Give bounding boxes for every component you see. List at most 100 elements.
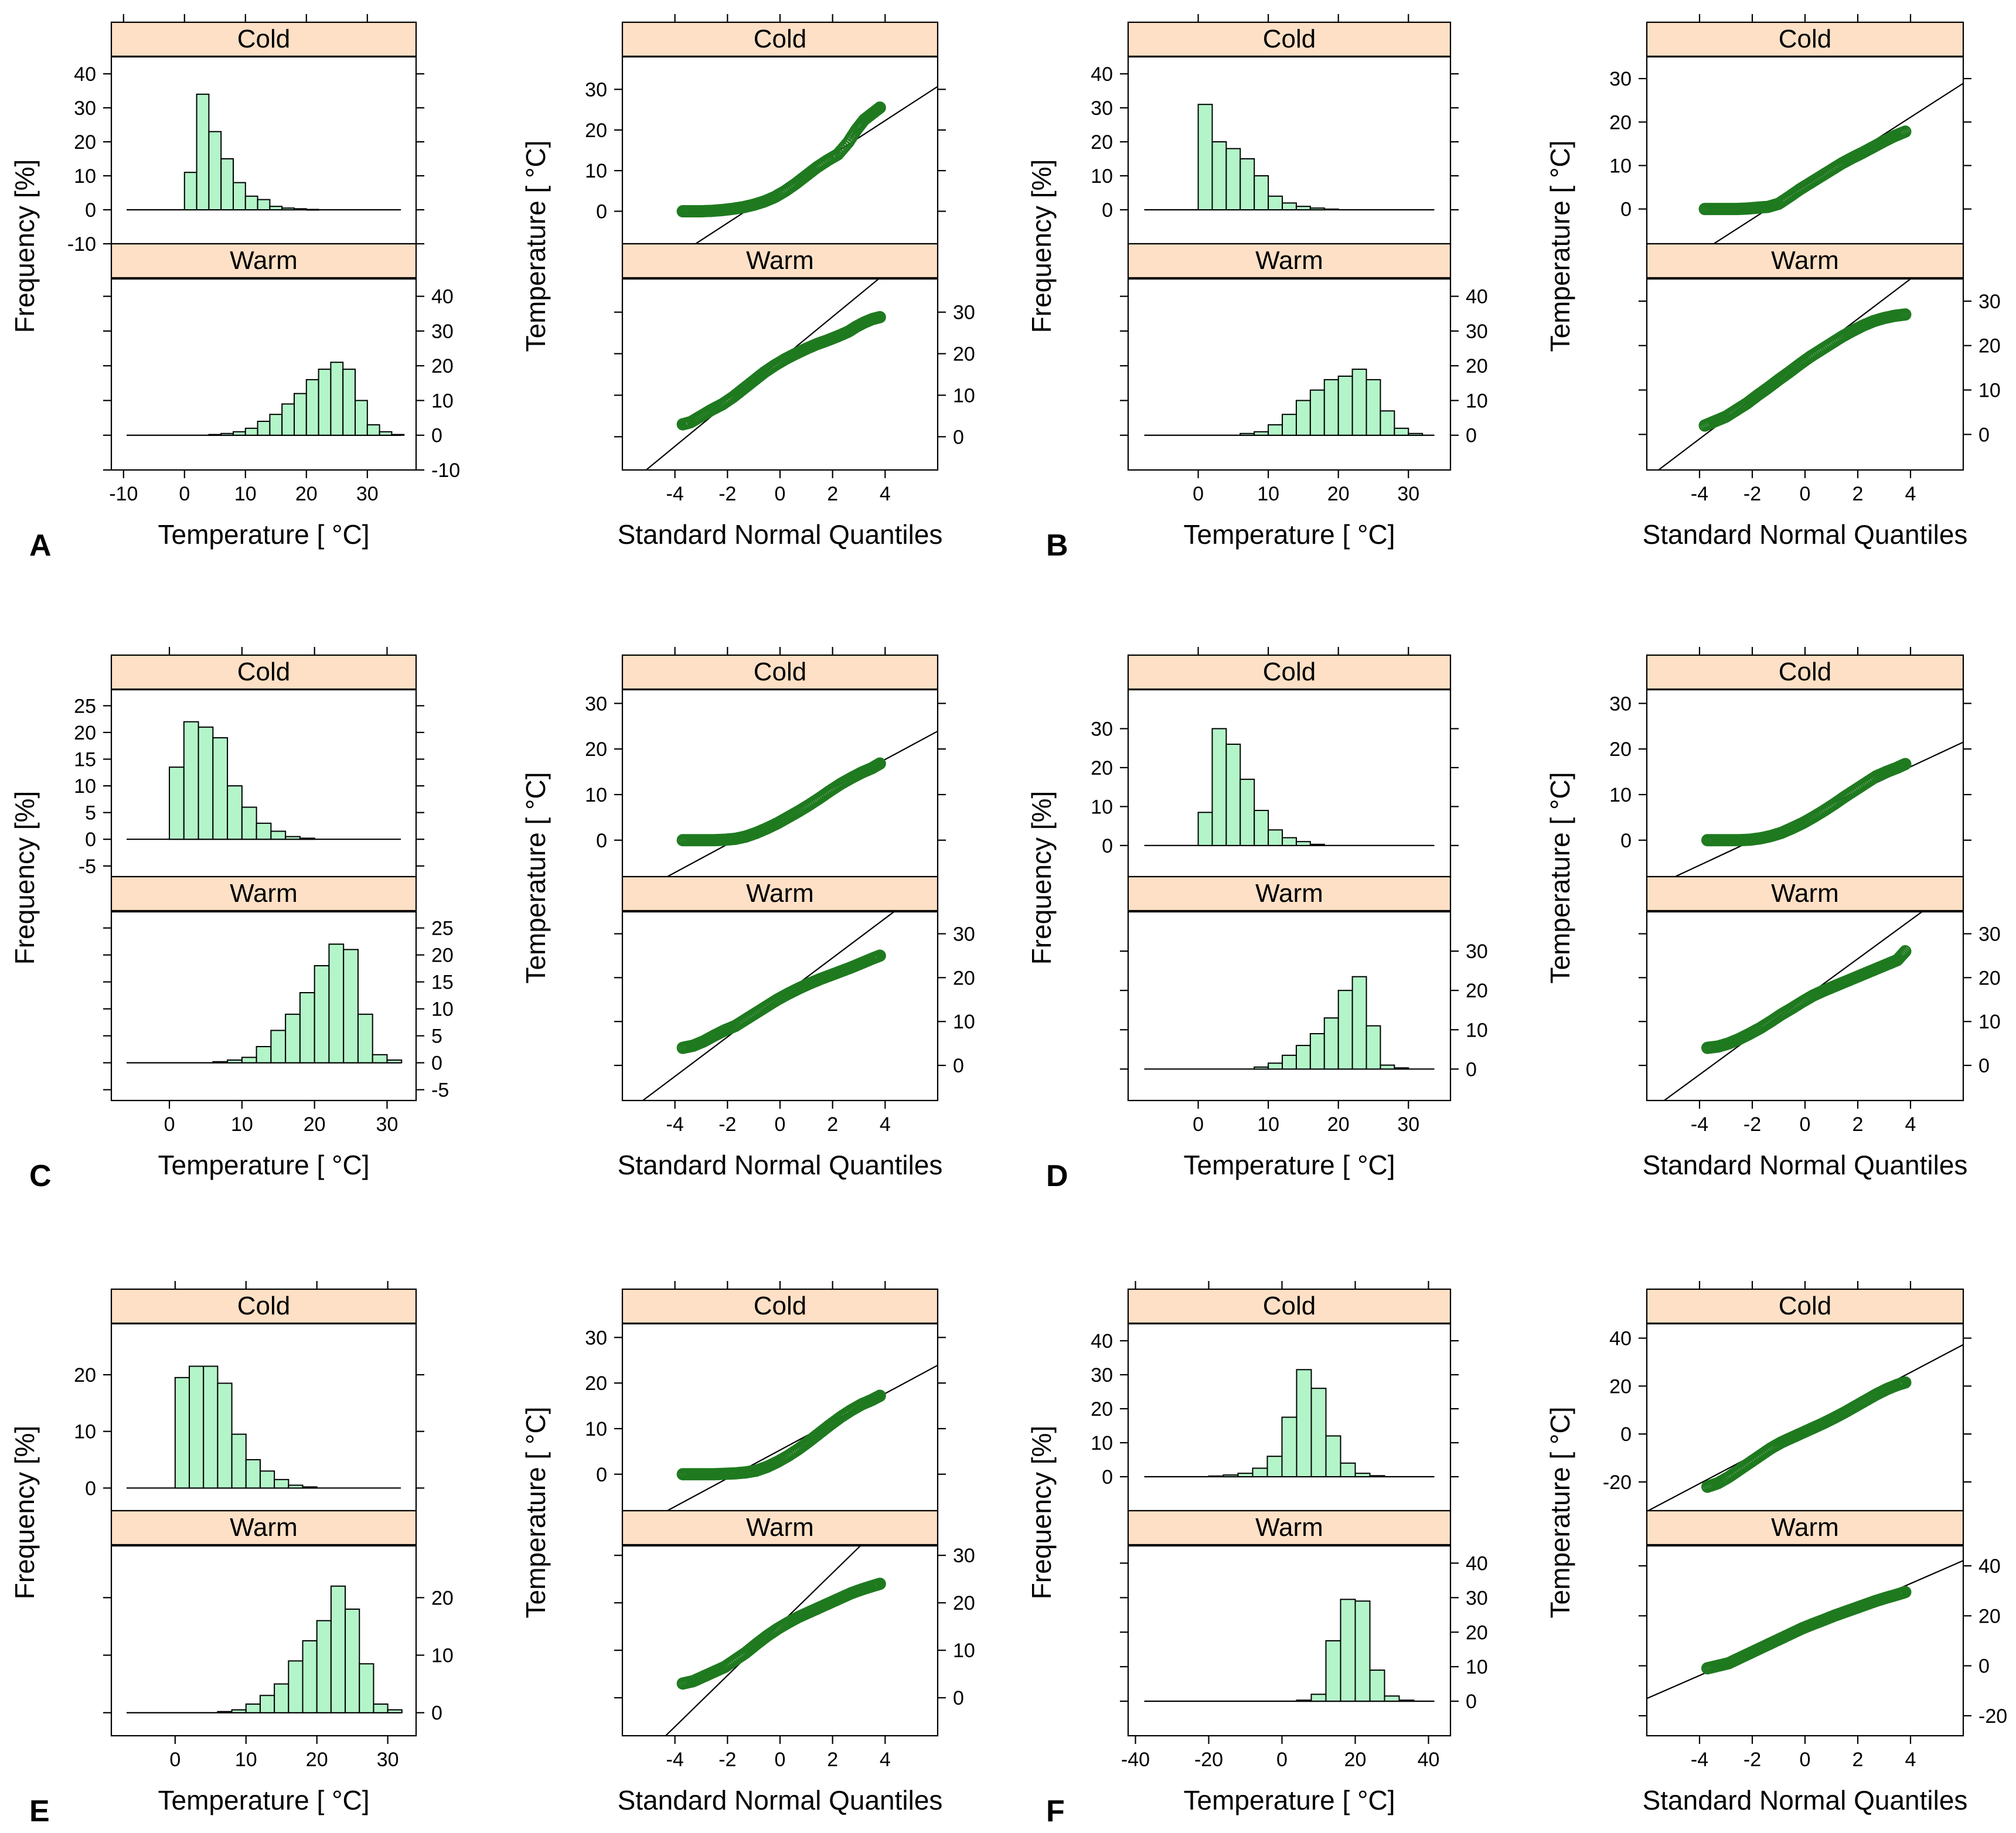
y-tick-label: 30 — [1466, 1587, 1488, 1609]
y-tick-label: 10 — [1466, 1656, 1488, 1678]
y-tick-label: 30 — [585, 693, 607, 715]
x-tick-label: 20 — [295, 483, 318, 505]
histogram-bar — [1254, 1066, 1269, 1070]
panel-warm: Warm 0 10 20 30 — [1120, 875, 1488, 1102]
x-tick-label: -4 — [666, 1113, 684, 1136]
y-axis-title: Frequency [%] — [9, 791, 40, 965]
histogram-bar — [1208, 1475, 1224, 1478]
histogram-bar — [227, 785, 243, 840]
y-tick-label: 20 — [431, 1587, 454, 1609]
y-axis-title: Frequency [%] — [9, 159, 40, 333]
histogram-bar — [386, 1059, 403, 1064]
x-tick-label: 20 — [1327, 1113, 1350, 1136]
chart-F-hist: Cold 0 10 20 30 40 Warm 0 10 20 30 40 -40 -20 0 20 40 Tem… — [1026, 1281, 1488, 1828]
histogram-bar — [183, 172, 197, 211]
strip-label: Cold — [237, 25, 291, 53]
histogram-bar — [1310, 1694, 1327, 1702]
histogram-bar — [1225, 744, 1241, 846]
panel-frame — [621, 689, 939, 878]
y-tick-label: 10 — [585, 160, 607, 182]
y-tick-label: 0 — [431, 425, 442, 447]
histogram-bar — [203, 1365, 219, 1489]
y-tick-label: 30 — [1091, 718, 1113, 740]
qq-point — [873, 1578, 886, 1590]
histogram-bar — [274, 1683, 290, 1713]
x-tick-label: 4 — [880, 1749, 891, 1771]
histogram-bar — [231, 1709, 247, 1713]
y-tick-label: 0 — [596, 201, 607, 223]
histogram-bar — [1295, 206, 1311, 211]
histogram-bar — [1310, 1388, 1327, 1477]
y-tick-label: 10 — [1978, 1011, 2001, 1033]
y-tick-label: 0 — [431, 1052, 442, 1075]
chart-E-hist: Cold 0 10 20 Warm 0 10 20 0 10 20 30 Temperature [ °… — [9, 1281, 454, 1828]
panel-frame — [110, 1545, 417, 1737]
strip — [621, 1288, 939, 1324]
strip — [1646, 1288, 1964, 1324]
histogram-bar — [1325, 1640, 1341, 1702]
y-tick-label: 20 — [74, 722, 96, 744]
x-tick-label: -4 — [1691, 483, 1708, 505]
strip-label: Warm — [230, 1513, 298, 1542]
histogram-bar — [241, 806, 257, 840]
y-tick-label: 0 — [85, 1477, 96, 1500]
strip-label: Warm — [1771, 879, 1839, 908]
y-tick-label: 0 — [1466, 1691, 1477, 1713]
strip — [621, 654, 939, 690]
strip-label: Cold — [1263, 1292, 1316, 1320]
x-tick-label: -20 — [1194, 1749, 1223, 1771]
x-tick-label: -2 — [718, 483, 736, 505]
histogram-bar — [294, 208, 307, 211]
histogram-bar — [345, 1609, 360, 1713]
y-tick-label: 10 — [431, 999, 454, 1021]
histogram-bar — [259, 1470, 275, 1489]
y-tick-label: 20 — [1978, 1605, 2001, 1627]
histogram-bar — [1325, 1435, 1341, 1477]
histogram-bar — [1211, 141, 1227, 210]
y-axis-title: Temperature [ °C] — [1545, 1407, 1575, 1619]
y-tick-label: 0 — [85, 829, 96, 851]
histogram-bar — [1266, 1456, 1283, 1477]
qq-point — [1898, 946, 1911, 959]
histogram-bar — [259, 1695, 275, 1713]
y-tick-label: 10 — [1091, 165, 1113, 188]
x-tick-label: 20 — [306, 1749, 328, 1771]
histogram-bar — [189, 1365, 205, 1489]
y-tick-label: 15 — [431, 972, 454, 994]
x-tick-label: 0 — [1193, 483, 1204, 505]
qq-point — [1896, 948, 1909, 960]
panel-letter: B — [1046, 529, 1068, 563]
panel-cold: Cold 0 10 20 30 — [1609, 654, 1971, 878]
panel-letter: A — [29, 529, 52, 563]
histogram-bar — [328, 943, 345, 1064]
histogram-bar — [169, 766, 185, 840]
histogram-bar — [1225, 148, 1241, 211]
strip-label: Warm — [230, 879, 298, 908]
x-tick-label: 0 — [1193, 1113, 1204, 1136]
y-tick-label: 0 — [953, 1687, 964, 1709]
x-axis-title: Temperature [ °C] — [1184, 519, 1395, 550]
y-tick-label: 15 — [74, 748, 96, 771]
y-axis-title: Temperature [ °C] — [520, 141, 551, 352]
histogram-bar — [244, 427, 258, 436]
x-axis-title: Temperature [ °C] — [158, 519, 370, 550]
histogram-bar — [372, 1054, 388, 1064]
x-tick-label: -4 — [666, 483, 684, 505]
qq-point — [1899, 945, 1912, 958]
histogram-bar — [269, 206, 283, 211]
histogram-bar — [1295, 400, 1311, 436]
x-tick-label: 20 — [304, 1113, 326, 1136]
histogram-bar — [212, 1061, 229, 1064]
histogram-bar — [257, 421, 271, 436]
histogram-bar — [1254, 431, 1269, 436]
histogram-bar — [217, 1382, 233, 1489]
panel-cold: Cold 0 10 20 30 — [585, 21, 946, 245]
y-tick-label: 20 — [1466, 355, 1488, 377]
histogram-bar — [269, 414, 283, 436]
x-tick-label: 4 — [1905, 1113, 1916, 1136]
strip — [110, 21, 417, 57]
strip — [621, 21, 939, 57]
y-tick-label: 20 — [74, 131, 96, 154]
histogram-bar — [1252, 1467, 1268, 1477]
strip-label: Warm — [746, 879, 814, 908]
